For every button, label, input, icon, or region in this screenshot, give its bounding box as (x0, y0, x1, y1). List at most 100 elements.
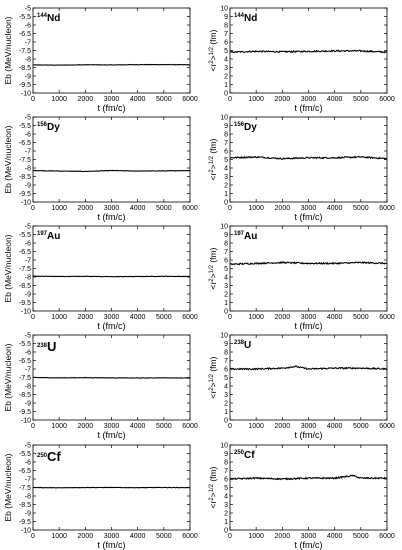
y-tick-label: -6 (25, 349, 31, 356)
y-tick-label: 4 (224, 56, 228, 63)
x-tick-label: 2000 (78, 314, 94, 321)
y-tick-label: 10 (220, 332, 228, 339)
y-tick-label: 4 (224, 383, 228, 390)
y-tick-label: -6 (25, 459, 31, 466)
x-tick-label: 2000 (275, 423, 291, 430)
y-tick-label: 3 (224, 392, 228, 399)
x-tick-label: 2000 (275, 205, 291, 212)
y-tick-label: 5 (224, 48, 228, 55)
y-tick-label: 6 (224, 476, 228, 483)
x-tick-label: 3000 (301, 96, 317, 103)
x-tick-label: 2000 (78, 423, 94, 430)
y-tick-label: -9.5 (19, 519, 31, 526)
nucleus-label: 197Au (234, 231, 257, 242)
y-tick-label: -8 (25, 493, 31, 500)
y-tick-label: 5 (224, 157, 228, 164)
y-tick-label: -7 (25, 476, 31, 483)
y-tick-label: 2 (224, 291, 228, 298)
y-tick-label: -9.5 (19, 300, 31, 307)
x-tick-label: 6000 (182, 423, 198, 430)
y-tick-label: -10 (21, 308, 31, 315)
x-tick-label: 6000 (379, 533, 395, 540)
x-tick-label: 1000 (248, 205, 264, 212)
y-tick-label: -9 (25, 400, 31, 407)
y-tick-label: -7.5 (19, 266, 31, 273)
x-tick-label: 5000 (353, 314, 369, 321)
y-tick-label: 1 (224, 519, 228, 526)
y-tick-label: 7 (224, 468, 228, 475)
x-tick-label: 4000 (130, 96, 146, 103)
x-tick-label: 0 (31, 314, 35, 321)
y-tick-label: 0 (224, 527, 228, 534)
nucleus-label: 250Cf (234, 450, 255, 461)
y-tick-label: -9.5 (19, 191, 31, 198)
y-tick-label: 10 (220, 442, 228, 449)
x-tick-label: 1000 (248, 314, 264, 321)
y-tick-label: 2 (224, 400, 228, 407)
y-tick-label: 8 (224, 459, 228, 466)
y-tick-label: 8 (224, 349, 228, 356)
x-tick-label: 5000 (353, 533, 369, 540)
y-tick-label: -10 (21, 527, 31, 534)
x-tick-label: 1000 (248, 533, 264, 540)
y-tick-label: -5 (25, 442, 31, 449)
x-axis-label: t (fm/c) (295, 103, 323, 113)
y-tick-label: 3 (224, 174, 228, 181)
y-tick-label: 9 (224, 341, 228, 348)
y-axis-label: <r2>1/2 (fm) (208, 138, 218, 180)
x-tick-label: 0 (228, 314, 232, 321)
y-tick-label: 2 (224, 510, 228, 517)
x-tick-label: 4000 (327, 314, 343, 321)
x-axis-label: t (fm/c) (295, 540, 323, 550)
y-tick-label: 0 (224, 199, 228, 206)
x-tick-label: 0 (228, 533, 232, 540)
x-tick-label: 0 (228, 205, 232, 212)
y-tick-label: -5.5 (19, 14, 31, 21)
chart-panel-6: 0 1000 2000 3000 4000 5000 6000 -10-9.5 -9-8.5 -8… (3, 332, 198, 440)
x-tick-label: 0 (228, 96, 232, 103)
y-tick-label: 2 (224, 182, 228, 189)
x-tick-label: 1000 (248, 96, 264, 103)
y-tick-label: -9 (25, 510, 31, 517)
y-tick-label: 3 (224, 65, 228, 72)
y-tick-label: 2 (224, 73, 228, 80)
y-tick-label: 5 (224, 485, 228, 492)
plot-frame (229, 334, 388, 421)
x-axis-label: t (fm/c) (98, 430, 126, 440)
x-tick-label: 0 (228, 423, 232, 430)
y-tick-label: -5.5 (19, 123, 31, 130)
y-tick-label: 8 (224, 240, 228, 247)
x-tick-label: 4000 (327, 533, 343, 540)
x-axis-label: t (fm/c) (295, 212, 323, 222)
chart-panel-8: 0 1000 2000 3000 4000 5000 6000 -10-9.5 -9-8.5 -8… (3, 442, 198, 550)
series-line (229, 155, 388, 160)
y-tick-label: 1 (224, 82, 228, 89)
y-tick-label: 3 (224, 283, 228, 290)
y-tick-label: 5 (224, 266, 228, 273)
y-tick-label: 7 (224, 31, 228, 38)
y-tick-label: -6.5 (19, 140, 31, 147)
x-tick-label: 4000 (327, 205, 343, 212)
chart-panel-7: 0 1000 2000 3000 4000 5000 6000 01 23 45 67 89 10 t (… (208, 332, 395, 440)
x-tick-label: 3000 (104, 314, 120, 321)
chart-panel-3: 0 1000 2000 3000 4000 5000 6000 01 23 45 67 89 10 t (… (208, 114, 395, 222)
x-tick-label: 3000 (301, 423, 317, 430)
y-axis-label: Eb (MeV/nucleon) (3, 343, 13, 411)
x-tick-label: 3000 (104, 533, 120, 540)
x-tick-label: 6000 (182, 205, 198, 212)
y-tick-label: 6 (224, 257, 228, 264)
y-tick-label: -6 (25, 131, 31, 138)
x-tick-label: 1000 (248, 423, 264, 430)
y-tick-label: 6 (224, 39, 228, 46)
y-tick-label: -8.5 (19, 65, 31, 72)
chart-panel-9: 0 1000 2000 3000 4000 5000 6000 01 23 45 67 89 10 t (… (208, 442, 395, 550)
y-tick-label: 6 (224, 366, 228, 373)
x-tick-label: 2000 (78, 533, 94, 540)
y-tick-label: 0 (224, 308, 228, 315)
y-tick-label: -5 (25, 332, 31, 339)
x-axis-label: t (fm/c) (98, 321, 126, 331)
y-tick-label: 6 (224, 148, 228, 155)
x-tick-label: 6000 (379, 96, 395, 103)
y-tick-label: -9 (25, 291, 31, 298)
y-axis-label: <r2>1/2 (fm) (208, 247, 218, 289)
